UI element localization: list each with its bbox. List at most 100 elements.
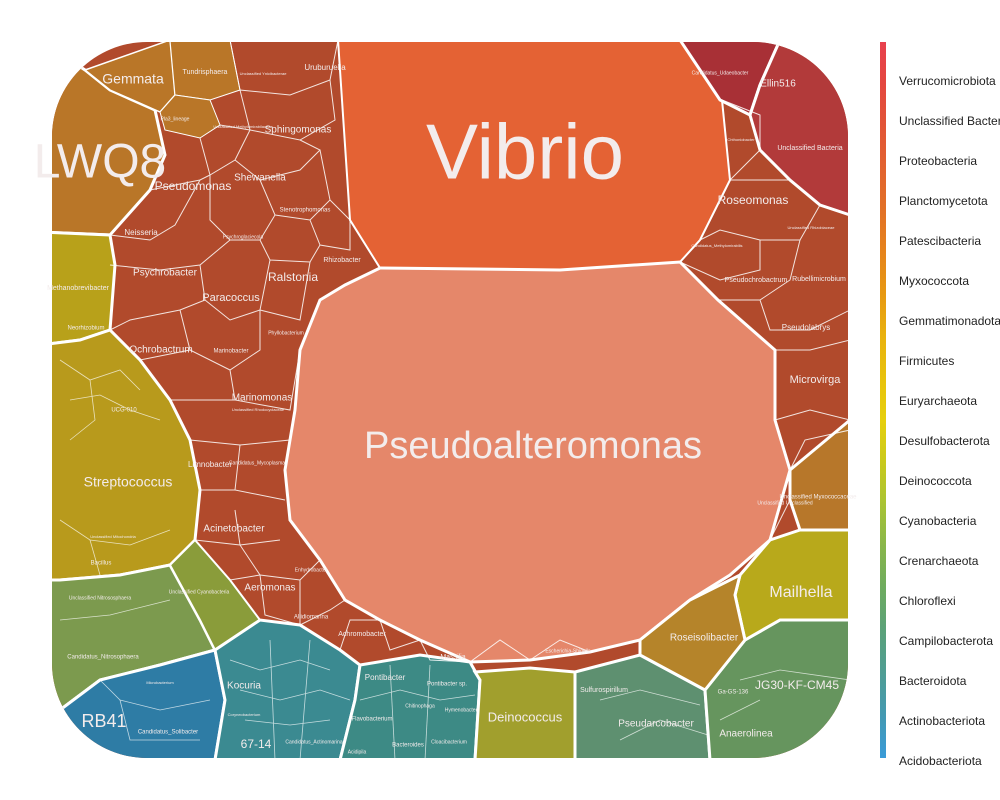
cell-label-uruburuella: Uruburuella — [304, 63, 346, 72]
legend-item-unclassified-bacteria: Unclassified Bacteria — [899, 114, 1000, 128]
cell-label-chitinophaga: Chitinophaga — [405, 703, 435, 709]
cell-label-psychroglaciecola: Psychroglaciecola — [223, 234, 264, 240]
cell-label-sphingomonas: Sphingomonas — [265, 125, 332, 136]
cell-label-marinobacter: Marinobacter — [213, 349, 248, 355]
cell-label-paracoccus: Paracoccus — [202, 292, 260, 304]
cell-label-rhizobacter: Rhizobacter — [323, 257, 361, 264]
cell-label-coryneobacterium: Coryneobacterium — [228, 712, 261, 717]
cell-label-pseudarcobacter: Pseudarcobacter — [618, 719, 694, 730]
cell-label-roseisolibacter: Roseisolibacter — [670, 633, 739, 644]
proteobacteria-cell-borders — [109, 42, 848, 663]
cell-label-microbacterium: Microbacterium — [146, 680, 174, 685]
cell-label-acinetobacter: Acinetobacter — [203, 524, 265, 535]
cell-label-marinomonas: Marinomonas — [232, 393, 293, 404]
cell-label-unclassified-methylomirabilaceae: Unclassified Methylomirabilaceae — [213, 124, 273, 129]
cell-label-pontibacter-sp-: Pontibacter sp. — [427, 682, 467, 688]
cell-label-neorhizobium: Neorhizobium — [67, 326, 104, 332]
cell-label-unclassified-cyanobacteria: Unclassified Cyanobacteria — [169, 589, 230, 595]
cell-label-pla3-lineage: Pla3_lineage — [161, 116, 190, 122]
cell-label-bacteroides: Bacteroides — [392, 743, 424, 749]
cell-tundrisphaera — [169, 42, 241, 101]
cell-label-aliidiomarina: Aliidiomarina — [294, 615, 329, 621]
cell-label-jg30-kf-cm45: JG30-KF-CM45 — [755, 678, 839, 692]
legend-item-acidobacteriota: Acidobacteriota — [899, 754, 982, 768]
legend-item-myxococcota: Myxococcota — [899, 274, 969, 288]
legend: Verrucomicrobiota Unclassified Bacteria Pr… — [880, 42, 1000, 768]
cell-label-ga-gs-136: Ga-GS-136 — [718, 690, 749, 696]
cell-label-microvirga: Microvirga — [790, 374, 842, 386]
cell-label-pseudolabrys: Pseudolabrys — [782, 323, 830, 332]
legend-item-cyanobacteria: Cyanobacteria — [899, 514, 977, 528]
cell-label-roseomonas: Roseomonas — [718, 193, 789, 207]
cell-label-rubellimicrobium: Rubellimicrobium — [792, 276, 846, 283]
cell-label-unclassified-mitochondria: Unclassified Mitochondria — [90, 534, 136, 539]
region-myxococcota — [788, 416, 848, 532]
legend-item-gemmatimonadota: Gemmatimonadota — [899, 314, 1000, 328]
cell-label-cloacibacterium: Cloacibacterium — [431, 739, 467, 745]
legend-item-deinococcota: Deinococcota — [899, 474, 972, 488]
cell-label-psychrobacter: Psychrobacter — [133, 268, 198, 279]
cell-label-vibrio: Vibrio — [426, 108, 624, 196]
cell-label-escherichia-shigella: Escherichia-Shigella — [545, 648, 591, 654]
cell-label-streptococcus: Streptococcus — [84, 474, 173, 490]
legend-item-patescibacteria: Patescibacteria — [899, 234, 981, 248]
cell-label-acidipila: Acidipila — [348, 749, 367, 755]
cell-label-stenotrophomonas: Stenotrophomonas — [280, 208, 331, 214]
cell-deinococcus — [472, 666, 577, 758]
legend-colorbar — [880, 42, 886, 758]
cell-label-unclassified-unclassified: Unclassified Unclassified — [757, 500, 813, 506]
cell-label-candidatus-udaeobacter: Candidatus_Udaeobacter — [692, 70, 749, 76]
cell-label-candidatus-methylomirabilis: Candidatus_Methylomirabilis — [691, 243, 742, 248]
cell-label-mailhella: Mailhella — [769, 584, 832, 601]
cell-label-lwq8: LWQ8 — [34, 136, 166, 189]
cell-label-tundrisphaera: Tundrisphaera — [183, 69, 228, 76]
legend-item-desulfobacterota: Desulfobacterota — [899, 434, 990, 448]
cell-label-unclassified-myxococcaceae: Unclassified Myxococcaceae — [779, 495, 857, 501]
cell-label-massilia: Massilia — [440, 654, 465, 661]
cell-label-ralstonia: Ralstonia — [268, 270, 318, 284]
cell-label-achromobacter: Achromobacter — [338, 631, 386, 638]
cell-label-phyllobacterium: Phyllobacterium — [268, 330, 304, 336]
cell-label-unclassified-rhizobiaceae: Unclassified Rhizobiaceae — [788, 225, 836, 230]
cell-label-pseudoalteromonas: Pseudoalteromonas — [364, 425, 702, 467]
cell-label-unclassified-nitrososphaera: Unclassified Nitrososphaera — [69, 595, 131, 601]
cell-label-unclassified-bacteria: Unclassified Bacteria — [777, 145, 842, 152]
legend-item-bacteroidota: Bacteroidota — [899, 674, 967, 688]
cell-label-candidatus-solibacter: Candidatus_Solibacter — [138, 730, 198, 736]
cell-label-shewanella: Shewanella — [234, 173, 286, 184]
cell-label-hymenobacter: Hymenobacter — [445, 707, 478, 713]
cell-label-candidatus-nitrosophaera: Candidatus_Nitrosophaera — [67, 655, 139, 661]
cell-label-ochrobactrum: Ochrobactrum — [129, 345, 192, 356]
cell-label-deinococcus: Deinococcus — [488, 709, 563, 724]
cell-label-bacillus: Bacillus — [91, 561, 112, 567]
minor-cell-borders — [59, 359, 848, 758]
cell-label-pseudochrobactrum: Pseudochrobactrum — [725, 277, 788, 284]
cell-label-ellin516: Ellin516 — [760, 79, 796, 90]
legend-item-proteobacteria: Proteobacteria — [899, 154, 977, 168]
cell-label-candidatus-mycoplasma: Candidatus_Mycoplasma — [229, 460, 285, 466]
legend-item-chloroflexi: Chloroflexi — [899, 594, 956, 608]
legend-item-planctomycetota: Planctomycetota — [899, 194, 988, 208]
cell-label-unclassified-ynicibacterae: Unclassified Ynicibacterae — [240, 71, 288, 76]
cell-label-pseudomonas: Pseudomonas — [155, 179, 232, 193]
cell-label-unclassified-rhodocyclaceae: Unclassified Rhodocyclaceae — [232, 407, 285, 412]
cell-label-sulfurospirillum: Sulfurospirillum — [580, 687, 628, 694]
cell-label-candidatus-actinomarina: Candidatus_Actinomarina — [285, 739, 342, 745]
cell-label-methanobrevibacter: Methanobrevibacter — [47, 285, 110, 292]
cell-label-flavobacterium: Flavobacterium — [351, 717, 392, 723]
cell-label-limnobacter: Limnobacter — [188, 460, 232, 469]
cell-label-67-14: 67-14 — [241, 737, 272, 751]
legend-item-verrucomicrobiota: Verrucomicrobiota — [899, 74, 996, 88]
legend-item-actinobacteriota: Actinobacteriota — [899, 714, 985, 728]
cell-label-rb41: RB41 — [81, 711, 126, 731]
cell-roseisolibacter — [638, 572, 747, 692]
cell-label-pontibacter: Pontibacter — [365, 673, 406, 682]
cell-label-kocuria: Kocuria — [227, 681, 261, 692]
cell-label-gemmata: Gemmata — [102, 71, 164, 87]
cell-label-enhydrobacter: Enhydrobacter — [295, 567, 328, 573]
legend-item-euryarchaeota: Euryarchaeota — [899, 394, 977, 408]
cell-label-ucg-010: UCG-010 — [111, 408, 137, 414]
legend-item-crenarchaeota: Crenarchaeota — [899, 554, 979, 568]
legend-item-campilobacterota: Campilobacterota — [899, 634, 993, 648]
